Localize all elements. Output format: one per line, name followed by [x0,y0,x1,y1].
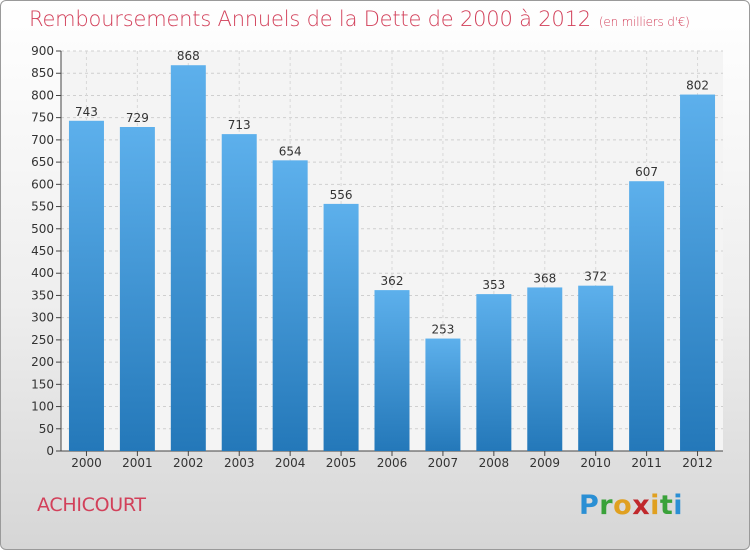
y-tick-label: 450 [31,244,54,258]
data-label: 802 [686,79,709,93]
y-tick-label: 900 [31,44,54,58]
y-tick-label: 400 [31,266,54,280]
bar-2010 [578,285,614,451]
data-label: 353 [482,278,505,292]
logo-letter: i [673,490,684,521]
x-tick-label: 2008 [479,456,510,470]
y-tick-label: 750 [31,111,54,125]
y-tick-label: 550 [31,200,54,214]
bar-2003 [221,134,257,451]
bar-2011 [629,181,665,451]
x-tick-label: 2009 [529,456,560,470]
bar-2012 [680,94,716,452]
y-tick-label: 500 [31,222,54,236]
bar-2009 [527,287,563,451]
bar-2006 [374,290,410,451]
data-label: 372 [584,270,607,284]
bar-2007 [425,338,461,451]
bar-2004 [272,160,308,452]
logo-letter: o [613,490,633,521]
data-label: 729 [126,111,149,125]
logo-letter: r [599,490,614,521]
x-tick-label: 2007 [428,456,459,470]
x-tick-label: 2004 [275,456,306,470]
bar-2008 [476,294,512,451]
x-tick-label: 2001 [122,456,153,470]
data-label: 368 [533,271,556,285]
labels: 0 50 100 150 200 250 300 350 400 450 500 550 600 650 7… [31,44,713,470]
y-tick-label: 0 [46,444,54,458]
bars [68,65,716,452]
bar-2002 [170,65,206,451]
y-tick-label: 150 [31,377,54,391]
y-tick-label: 250 [31,333,54,347]
commune-name: ACHICOURT [37,494,146,516]
x-tick-label: 2005 [326,456,357,470]
y-tick-label: 100 [31,400,54,414]
chart-title: Remboursements Annuels de la Dette de 20… [29,7,690,31]
x-tick-label: 2002 [173,456,204,470]
data-label: 362 [381,274,404,288]
y-tick-label: 800 [31,88,54,102]
x-tick-label: 2006 [377,456,408,470]
data-label: 654 [279,144,302,158]
bar-2001 [119,127,155,451]
x-tick-label: 2000 [71,456,102,470]
x-tick-label: 2012 [682,456,713,470]
y-tick-label: 600 [31,177,54,191]
data-label: 607 [635,165,658,179]
y-tick-label: 200 [31,355,54,369]
x-tick-label: 2010 [580,456,611,470]
y-tick-label: 850 [31,66,54,80]
y-tick-label: 300 [31,311,54,325]
chart-title-text: Remboursements Annuels de la Dette de 20… [29,7,591,31]
chart-unit-label: (en milliers d'€) [598,15,690,29]
y-tick-label: 50 [39,422,54,436]
logo-letter: t [659,490,674,521]
bar-2005 [323,203,359,451]
data-label: 556 [330,188,353,202]
y-tick-label: 650 [31,155,54,169]
data-label: 713 [228,118,251,132]
logo-letter: P [579,490,600,521]
logo-letter: x [632,490,651,521]
proxiti-logo: Proxiti [579,490,683,521]
bar-2000 [68,120,104,452]
x-tick-label: 2011 [631,456,662,470]
data-label: 868 [177,49,200,63]
data-label: 743 [75,105,98,119]
y-tick-label: 350 [31,288,54,302]
data-label: 253 [431,323,454,337]
logo-letter: i [650,490,660,521]
y-tick-label: 700 [31,133,54,147]
x-tick-label: 2003 [224,456,255,470]
